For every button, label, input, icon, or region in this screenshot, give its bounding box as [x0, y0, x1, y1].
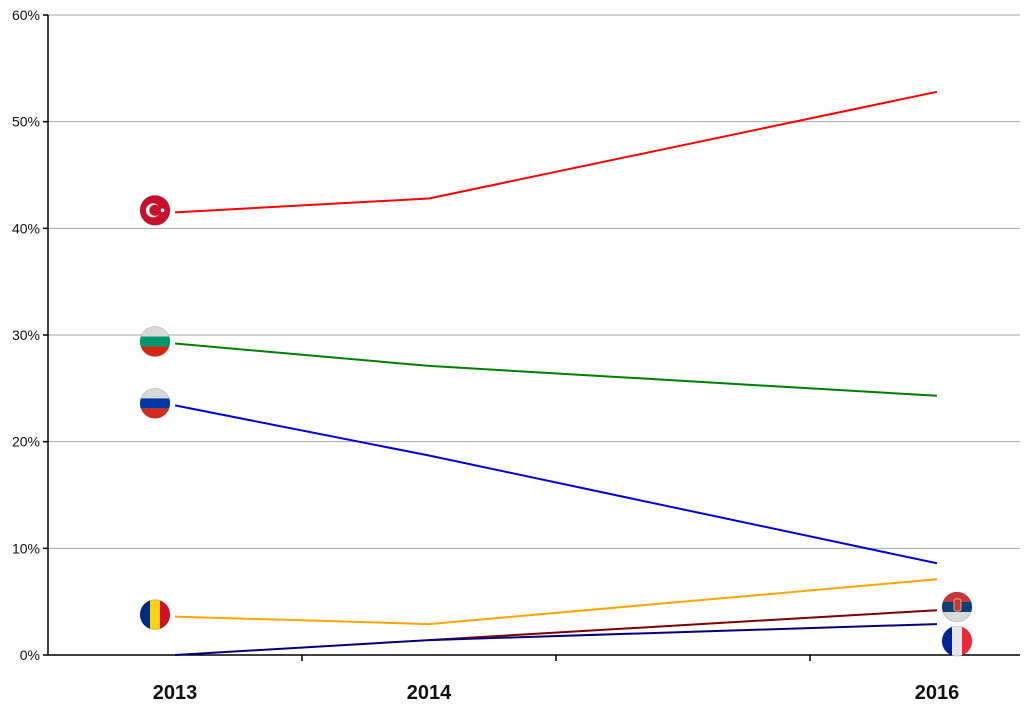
y-tick-label: 0%	[20, 647, 40, 663]
stripe-white	[942, 612, 972, 622]
flag-outline	[139, 326, 171, 358]
tick-labels: 0% 10% 20% 30% 40% 50% 60% 2013 2014 2016	[12, 7, 959, 704]
stripe-blue	[140, 599, 150, 630]
coat-of-arms	[953, 598, 962, 612]
stripe-blue	[942, 626, 952, 657]
france-flag-icon	[941, 625, 973, 657]
stripe-yellow	[150, 599, 160, 630]
crescent-inner	[149, 204, 161, 216]
stripe-red	[942, 592, 972, 602]
flag-outline	[139, 387, 171, 419]
axes	[43, 14, 1020, 661]
flag-outline	[941, 591, 973, 623]
stripe-red	[160, 599, 170, 630]
stripe-red	[140, 408, 170, 419]
stripe-white	[952, 626, 962, 657]
series-line-4	[174, 578, 938, 626]
bulgaria-flag-icon	[139, 326, 171, 358]
x-tick-label: 2013	[153, 682, 198, 704]
y-tick-label: 40%	[12, 220, 40, 236]
series-line-6	[174, 623, 938, 656]
series-line-3	[174, 404, 938, 565]
series-line-2	[174, 342, 938, 397]
star	[160, 208, 165, 213]
flag-image	[140, 599, 170, 630]
romania-flag-icon	[139, 599, 171, 631]
x-tick-label: 2016	[915, 682, 960, 704]
y-tick-label: 10%	[12, 540, 40, 556]
stripe-green	[140, 336, 170, 347]
turkey-flag-icon	[139, 194, 171, 226]
stripe-red	[962, 626, 972, 657]
flag-markers	[139, 194, 973, 657]
stripe-white	[140, 326, 170, 337]
y-tick-label: 20%	[12, 434, 40, 450]
stripe-blue	[140, 398, 170, 409]
serbia-flag-icon	[941, 591, 973, 623]
y-tick-label: 30%	[12, 327, 40, 343]
y-tick-label: 50%	[12, 114, 40, 130]
series-lines	[174, 90, 938, 656]
x-tick-label: 2014	[407, 682, 452, 704]
russia-flag-icon	[139, 387, 171, 419]
flag-outline	[139, 599, 171, 631]
series-line-1	[174, 90, 938, 214]
flag-image	[140, 326, 170, 357]
flag-image	[942, 626, 972, 657]
gridlines	[48, 14, 1020, 549]
flag-image	[140, 195, 170, 226]
stripe-white	[140, 388, 170, 399]
series-line-5	[428, 609, 938, 642]
flag-image	[942, 592, 972, 622]
flag-image	[140, 388, 170, 419]
flag-outline	[139, 194, 171, 226]
stripe-red	[140, 346, 170, 357]
y-tick-label: 60%	[12, 7, 40, 23]
flag-outline	[941, 625, 973, 657]
